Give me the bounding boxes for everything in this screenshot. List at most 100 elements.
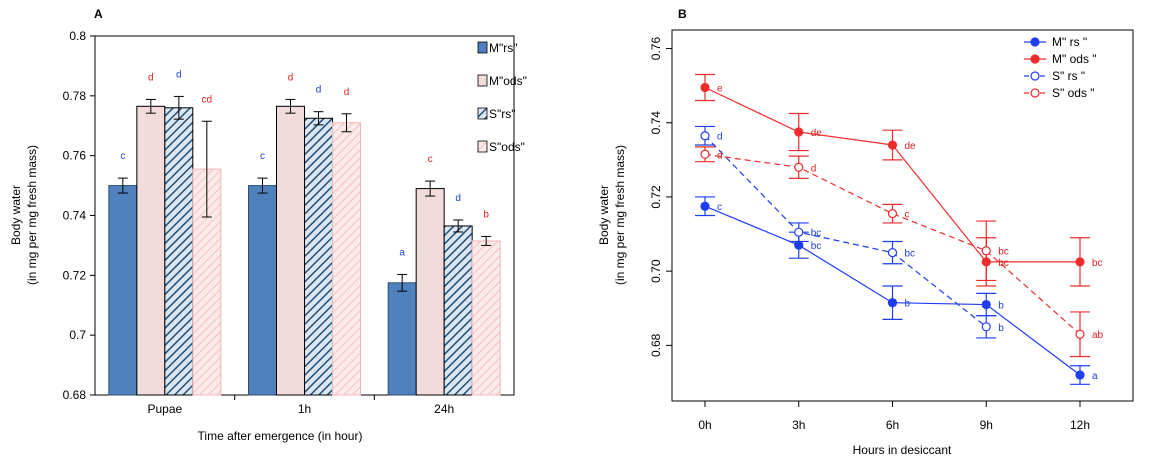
a-y-tick-label: 0.78 [63,89,87,103]
b-significance-letter: d [811,163,817,174]
b-data-point [887,140,898,150]
b-data-point [700,201,710,211]
a-bar [332,122,361,396]
a-bar [136,105,166,396]
b-significance-letter: bc [1092,258,1103,269]
b-legend-marker [1030,54,1040,64]
b-x-tick-label: 9h [980,418,993,432]
b-significance-letter: d [717,132,723,143]
b-x-tick-label: 0h [698,418,711,432]
b-data-point [700,131,710,141]
b-significance-letter: bc [905,249,916,260]
b-significance-letter: bc [998,258,1009,269]
a-bar [471,240,501,396]
a-legend-swatch [477,107,488,120]
panel-b-y-ticks: 0.68 0.70 0.72 0.74 0.76 [649,37,672,357]
a-y-tick-label: 0.7 [69,328,86,342]
b-data-point [981,246,991,256]
panel-b-legend: M" rs " M" ods " S" rs " S" ods " [1024,35,1097,100]
b-legend-label: S" ods " [1052,86,1095,100]
b-legend-label: M" rs " [1052,35,1087,49]
a-x-tick-label: 1h [298,402,311,416]
b-data-point [887,209,898,219]
b-x-tick-label: 6h [886,418,899,432]
panel-b-y-axis-label-units: (in mg per mg fresh mass) [613,145,627,285]
panel-a-legend: M"rs" M"ods" S"rs" S"ods" [477,41,527,154]
a-legend-label: M"rs" [489,41,518,55]
b-significance-letter: c [905,210,910,221]
b-data-point [700,149,710,159]
a-y-tick-label: 0.72 [63,268,87,282]
a-significance-letter: d [455,193,461,204]
b-significance-letter: b [905,299,911,310]
a-bar [276,105,305,396]
a-bar [387,282,417,396]
panel-b-x-axis-label: Hours in desiccant [853,443,952,457]
a-significance-letter: b [483,209,489,220]
a-y-tick-label: 0.68 [63,388,87,402]
a-bar [164,107,194,396]
a-significance-letter: d [148,72,154,83]
a-significance-letter: d [288,72,294,83]
b-series-line [704,135,987,328]
b-data-point [887,248,898,258]
a-legend-swatch [477,74,488,87]
a-significance-letter: d [176,69,182,80]
a-significance-letter: c [120,151,125,162]
b-y-tick-label: 0.70 [649,259,663,283]
a-significance-letter: c [260,151,265,162]
a-bar [248,185,277,396]
a-x-tick-label: 24h [434,402,454,416]
b-data-point [887,298,898,308]
a-significance-letter: cd [202,94,213,105]
a-significance-letter: d [316,85,322,96]
panel-a-y-ticks: 0.68 0.7 0.72 0.74 0.76 0.78 0.8 [63,29,95,402]
panel-a-label: A [94,7,103,21]
panel-b-label: B [678,7,687,21]
b-significance-letter: c [717,202,722,213]
a-significance-letter: c [428,154,433,165]
b-data-point [794,240,804,250]
panel-a-x-axis-label: Time after emergence (in hour) [198,429,363,443]
b-series-line [704,153,1081,335]
a-bar [415,188,445,396]
b-series-line [704,86,1080,263]
a-legend-swatch [477,41,488,54]
b-y-tick-label: 0.74 [649,111,663,135]
b-data-point [1075,370,1085,380]
b-x-tick-label: 3h [792,418,805,432]
a-x-tick-label: Pupae [147,402,182,416]
b-data-point [1075,329,1085,339]
b-data-point [794,162,804,172]
b-data-point [700,82,710,93]
b-significance-letter: bc [998,247,1009,258]
a-legend-swatch [477,140,488,153]
b-y-tick-label: 0.72 [649,185,663,209]
b-x-tick-label: 12h [1070,418,1090,432]
b-y-tick-label: 0.76 [649,37,663,61]
b-legend-marker [1030,37,1040,47]
panel-a-x-ticks: Pupae 1h 24h [147,395,454,416]
b-significance-letter: a [1092,371,1098,382]
b-data-point [981,299,991,310]
panel-a-y-axis-label: Body water [9,185,23,245]
b-significance-letter: de [811,128,823,139]
a-y-tick-label: 0.76 [63,149,87,163]
a-bar [304,117,333,396]
panel-a-y-axis-label-units: (in mg per mg fresh mass) [25,145,39,285]
b-significance-letter: b [998,323,1004,334]
a-legend-label: S"rs" [489,107,516,121]
a-y-tick-label: 0.8 [69,29,86,43]
b-legend-label: M" ods " [1052,52,1097,66]
b-significance-letter: ab [1092,330,1104,341]
a-bar [108,185,138,396]
b-significance-letter: d [717,150,723,161]
a-significance-letter: a [399,247,405,258]
b-significance-letter: e [717,84,723,95]
b-y-tick-label: 0.68 [649,333,663,357]
a-bar [192,168,222,396]
b-legend-label: S" rs " [1052,69,1085,83]
